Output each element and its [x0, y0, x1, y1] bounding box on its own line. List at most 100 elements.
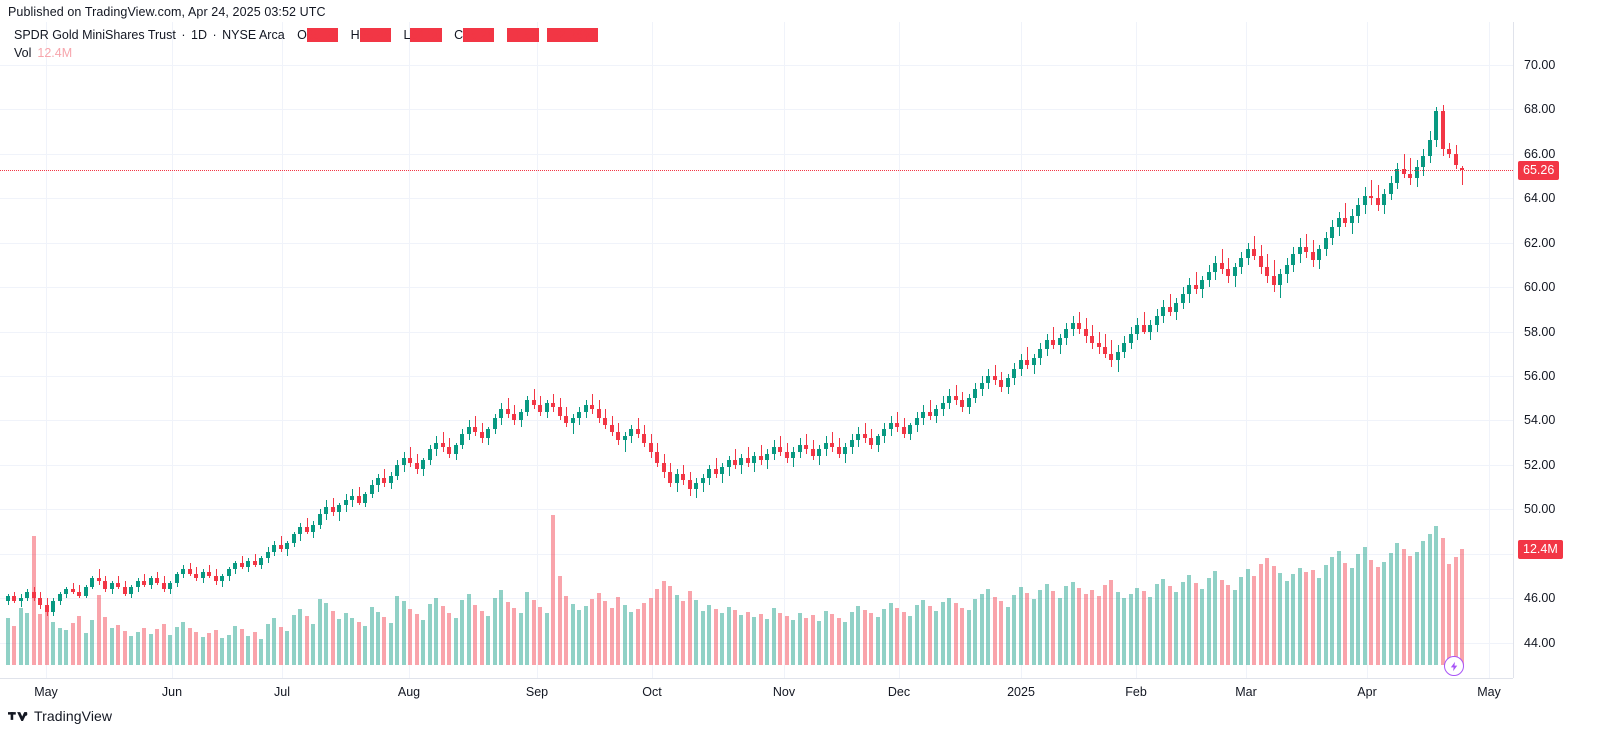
- candle-wick: [865, 422, 866, 443]
- candle-wick: [1410, 158, 1411, 185]
- volume-bar: [1077, 588, 1082, 665]
- candle-body: [1362, 195, 1367, 205]
- volume-bar: [96, 594, 101, 665]
- price-axis-tick: 54.00: [1524, 413, 1556, 428]
- last-price-badge[interactable]: 65.26: [1518, 161, 1560, 181]
- candle-body: [1460, 168, 1464, 171]
- legend-interval[interactable]: 1D: [191, 28, 207, 42]
- candle-body: [525, 400, 530, 412]
- candle-wick: [761, 444, 762, 465]
- volume-bar: [298, 608, 303, 665]
- candle-wick: [410, 447, 411, 468]
- volume-bar: [1265, 558, 1270, 665]
- candle-body: [700, 478, 705, 483]
- candle-body: [823, 442, 828, 450]
- chart-plot-area[interactable]: [0, 22, 1513, 678]
- candle-body: [31, 591, 36, 599]
- candle-body: [947, 396, 952, 403]
- price-gridline: [0, 420, 1513, 422]
- candle-body: [311, 524, 316, 532]
- time-gridline: [1367, 22, 1368, 678]
- time-axis-tick: Dec: [887, 685, 911, 699]
- candle-body: [642, 433, 647, 443]
- time-axis[interactable]: May Jun Jul Aug Sep Oct Nov Dec 2025 Feb Mar Apr May: [0, 678, 1513, 706]
- price-axis[interactable]: 70.00 68.00 66.00 64.00 62.00 60.00 58.00 56.00…: [1513, 22, 1600, 678]
- volume-bar: [1070, 581, 1075, 665]
- volume-bar: [875, 617, 880, 665]
- volume-bar: [1291, 574, 1296, 665]
- candle-body: [57, 593, 62, 601]
- candle-wick: [242, 556, 243, 570]
- volume-bar: [38, 614, 43, 665]
- legend-separator-2: ·: [212, 28, 217, 42]
- volume-bar: [1414, 551, 1419, 665]
- candle-wick: [190, 562, 191, 577]
- candle-body: [778, 447, 783, 452]
- time-gridline: [1136, 22, 1137, 678]
- candle-body: [895, 422, 900, 428]
- candle-body: [460, 433, 465, 445]
- candle-body: [83, 587, 88, 597]
- volume-bar: [291, 615, 296, 665]
- volume-bar: [25, 613, 30, 665]
- volume-badge[interactable]: 12.4M: [1518, 539, 1563, 559]
- volume-bar: [830, 614, 835, 665]
- volume-bar: [213, 630, 218, 665]
- candle-body: [908, 424, 913, 434]
- volume-bar: [1297, 567, 1302, 665]
- candle-body: [1109, 353, 1114, 361]
- candle-body: [1434, 111, 1439, 141]
- candle-body: [1310, 251, 1315, 261]
- candle-body: [784, 451, 789, 459]
- candle-body: [1239, 258, 1244, 268]
- volume-bar: [771, 607, 776, 665]
- legend-symbol[interactable]: SPDR Gold MiniShares Trust: [14, 28, 176, 42]
- price-axis-tick: 62.00: [1524, 235, 1556, 250]
- volume-bar: [557, 575, 562, 665]
- volume-bar: [843, 621, 848, 665]
- volume-bar: [207, 633, 212, 665]
- candle-body: [999, 380, 1004, 388]
- candle-body: [427, 449, 432, 461]
- volume-bar: [194, 632, 199, 665]
- candle-body: [629, 429, 634, 437]
- volume-bar: [44, 605, 49, 665]
- candle-body: [1317, 249, 1322, 261]
- open-value: 65.35: [306, 28, 339, 42]
- volume-bar: [479, 610, 484, 665]
- candle-body: [661, 462, 666, 472]
- lightning-bolt-icon[interactable]: [1444, 656, 1464, 676]
- volume-bar: [499, 590, 504, 665]
- volume-bar: [512, 607, 517, 665]
- volume-bar: [603, 601, 608, 665]
- volume-bar: [375, 611, 380, 665]
- candle-body: [259, 558, 264, 565]
- candle-body: [830, 442, 835, 448]
- candle-body: [414, 462, 419, 470]
- volume-bar: [272, 618, 277, 665]
- candle-wick: [157, 571, 158, 585]
- volume-bar: [1180, 581, 1185, 665]
- candle-wick: [1378, 184, 1379, 212]
- volume-bar: [609, 607, 614, 665]
- candle-body: [479, 431, 484, 439]
- volume-bar: [1018, 587, 1023, 665]
- candle-body: [836, 447, 841, 454]
- volume-bar: [765, 619, 770, 665]
- time-axis-tick: Aug: [397, 685, 421, 699]
- legend-separator-1: ·: [181, 28, 186, 42]
- volume-bar: [674, 594, 679, 665]
- volume-bar: [1083, 593, 1088, 665]
- volume-bar: [1232, 590, 1237, 665]
- time-gridline: [1021, 22, 1022, 678]
- candle-body: [1304, 247, 1309, 252]
- volume-bar: [752, 617, 757, 665]
- candle-body: [622, 436, 627, 441]
- candle-body: [25, 591, 30, 599]
- candle-body: [1122, 342, 1127, 352]
- volume-bar: [966, 609, 971, 665]
- volume-bar: [687, 590, 692, 665]
- volume-bar: [31, 535, 36, 665]
- volume-bar: [64, 630, 69, 665]
- volume-bar: [51, 621, 56, 665]
